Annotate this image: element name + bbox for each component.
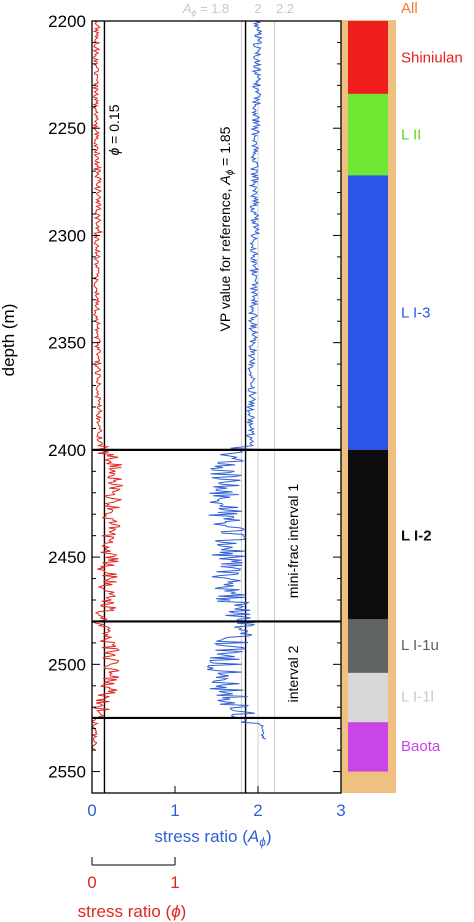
- formation-label-shiniulan: Shiniulan: [401, 49, 463, 66]
- y-tick-label-2200: 2200: [48, 12, 86, 31]
- plot-area: [90, 20, 341, 793]
- formation-unit-l-i-2: [348, 449, 388, 620]
- axes: depth (m) stress ratio (Aϕ) stress ratio…: [0, 1, 346, 921]
- y-tick-label-2550: 2550: [48, 763, 86, 782]
- y-tick-label-2350: 2350: [48, 334, 86, 353]
- y-axis-label: depth (m): [0, 304, 18, 377]
- x-tick-label-a-0: 0: [87, 801, 96, 820]
- y-tick-label-2300: 2300: [48, 226, 86, 245]
- interval-2-label: interval 2: [285, 645, 301, 702]
- series-phi-line: [90, 20, 124, 750]
- formation-unit-l-i-1l: [348, 672, 388, 723]
- formation-label-l-i-1u: L I-1u: [401, 637, 439, 654]
- formation-unit-l-i-1u: [348, 619, 388, 673]
- interval-1-label: mini-frac interval 1: [285, 484, 301, 599]
- top-label-2-2: 2.2: [276, 1, 294, 16]
- formation-label-baota: Baota: [401, 738, 441, 755]
- formation-unit-l-i-3: [348, 175, 388, 450]
- vp-reference-label: VP value for reference, Aϕ = 1.85: [217, 126, 236, 331]
- formation-label-l-i-2: L I-2: [401, 528, 432, 545]
- x-tick-label-a-1: 1: [170, 801, 179, 820]
- formation-label-l-ii: L II: [401, 127, 421, 144]
- formation-label-l-i-1l: L I-1l: [401, 689, 434, 706]
- x-axis-secondary-label: stress ratio (ϕ): [78, 902, 187, 921]
- y-tick-label-2250: 2250: [48, 119, 86, 138]
- formation-label-all: All: [401, 0, 418, 17]
- formation-column: All Shiniulan L II L I-3 L I-2 L I-1u L I-1l Ba…: [341, 0, 463, 793]
- y-tick-label-2400: 2400: [48, 441, 86, 460]
- x-tick-label-a-2: 2: [253, 801, 262, 820]
- phi-reference-label: ϕ = 0.15: [106, 104, 122, 155]
- x-tick-label-phi-1: 1: [170, 873, 179, 892]
- formation-unit-l-ii: [348, 93, 388, 176]
- formation-unit-baota: [348, 722, 388, 772]
- x-axis-primary-label: stress ratio (Aϕ): [154, 827, 271, 849]
- formation-label-l-i-3: L I-3: [401, 305, 430, 322]
- y-tick-label-2450: 2450: [48, 548, 86, 567]
- formation-unit-shiniulan: [348, 21, 388, 94]
- x-tick-label-a-3: 3: [336, 801, 345, 820]
- x-tick-label-phi-0: 0: [87, 873, 96, 892]
- top-label-a-1-8: Aϕ = 1.8: [182, 1, 230, 18]
- y-tick-label-2500: 2500: [48, 655, 86, 674]
- series-a-phi-line: [206, 20, 266, 740]
- top-label-2: 2: [254, 1, 261, 16]
